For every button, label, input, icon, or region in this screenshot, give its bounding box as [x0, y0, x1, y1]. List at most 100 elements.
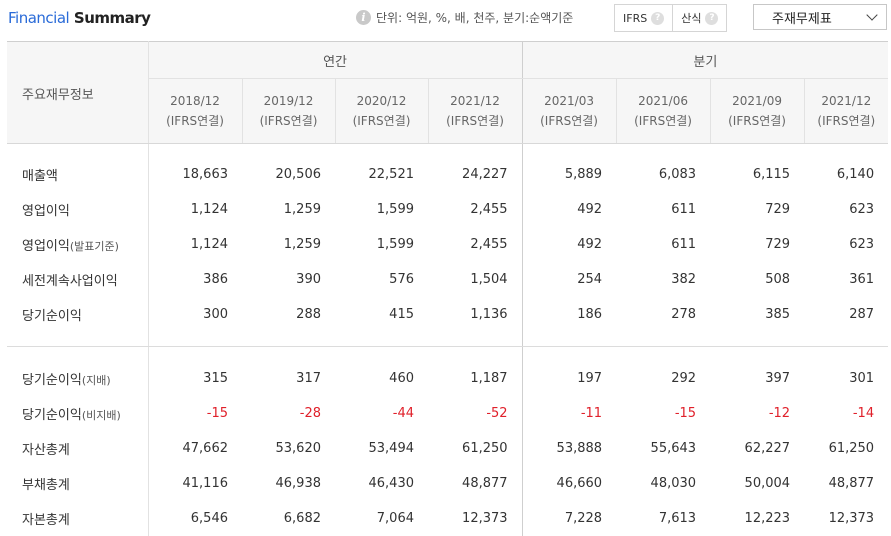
row-label-text: 당기순이익 — [22, 309, 82, 324]
page-title: Financial Summary — [8, 9, 151, 27]
table-cell: 386 — [203, 272, 228, 287]
table-cell: 46,430 — [368, 476, 415, 491]
column-header: 2021/09 (IFRS연결) — [709, 78, 805, 144]
table-cell: 62,227 — [744, 441, 791, 456]
table-cell: -12 — [768, 406, 791, 421]
row-label: 자산총계 — [7, 431, 149, 466]
table-cell: 61,250 — [828, 441, 875, 456]
row-label-text: 부채총계 — [22, 478, 70, 493]
table-cell: 6,115 — [752, 167, 791, 182]
column-basis: (IFRS연결) — [634, 114, 692, 128]
column-header: 2021/12 (IFRS연결) — [803, 78, 889, 144]
table-cell: 12,373 — [828, 511, 875, 526]
table-cell: 55,643 — [650, 441, 697, 456]
table-cell: -15 — [674, 406, 697, 421]
chevron-down-icon — [866, 9, 878, 21]
table-row: 당기순이익(지배) 315 317 460 1,187 197 292 397 301 — [7, 361, 888, 396]
table-cell: 61,250 — [462, 441, 508, 456]
table-cell: 50,004 — [744, 476, 791, 491]
column-header: 2018/12 (IFRS연결) — [148, 78, 242, 144]
column-basis: (IFRS연결) — [540, 114, 598, 128]
row-label-sub: (발표기준) — [69, 240, 119, 253]
table-cell: 492 — [521, 192, 617, 227]
table-cell: 287 — [849, 307, 875, 322]
row-label-text: 영업이익 — [22, 204, 70, 219]
table-cell: 6,083 — [658, 167, 697, 182]
table-cell: -28 — [299, 406, 321, 421]
row-label-text: 영업이익 — [22, 239, 70, 254]
column-period: 2021/03 — [544, 94, 594, 108]
basis-toggle: IFRS ? 산식 ? — [614, 4, 728, 32]
row-label-text: 자본총계 — [22, 513, 70, 528]
table-cell: 1,259 — [283, 237, 321, 252]
column-basis: (IFRS연결) — [728, 114, 786, 128]
row-label-sub: (지배) — [81, 374, 111, 387]
table-cell: -44 — [392, 406, 414, 421]
row-label-text: 당기순이익 — [22, 373, 82, 388]
table-cell: 20,506 — [275, 167, 322, 182]
table-row: 매출액 18,663 20,506 22,521 24,227 5,889 6,083 6,1… — [7, 157, 888, 192]
table-cell: 361 — [849, 272, 875, 287]
column-period: 2020/12 — [356, 94, 407, 108]
column-period: 2018/12 — [170, 94, 220, 108]
annual-group-header: 연간 — [148, 41, 523, 79]
table-cell: 397 — [765, 371, 791, 386]
title-summary: Summary — [73, 9, 151, 27]
table-cell: 46,660 — [521, 466, 617, 501]
info-icon[interactable]: i — [356, 10, 371, 25]
table-row: 당기순이익 300 288 415 1,136 186 278 385 287 — [7, 297, 888, 332]
ifrs-toggle-button[interactable]: IFRS ? — [615, 5, 672, 31]
row-label-sub: (비지배) — [81, 409, 121, 422]
table-cell: 12,373 — [462, 511, 508, 526]
table-cell: 48,030 — [650, 476, 697, 491]
column-period: 2021/06 — [638, 94, 688, 108]
formula-toggle-button[interactable]: 산식 ? — [672, 5, 726, 31]
table-cell: 278 — [671, 307, 697, 322]
unit-info: i 단위: 억원, %, 배, 천주, 분기:순액기준 — [356, 9, 573, 26]
row-label-text: 매출액 — [22, 169, 58, 184]
table-cell: 492 — [521, 227, 617, 262]
table-cell: 41,116 — [182, 476, 229, 491]
table-row: 부채총계 41,116 46,938 46,430 48,877 46,660 48,030… — [7, 466, 888, 501]
statement-select-value: 주재무제표 — [772, 11, 832, 27]
formula-label: 산식 — [681, 12, 702, 25]
table-cell: 18,663 — [182, 167, 229, 182]
table-cell: 6,546 — [190, 511, 228, 526]
row-label: 매출액 — [7, 157, 149, 192]
table-row: 영업이익 1,124 1,259 1,599 2,455 492 611 729 623 — [7, 192, 888, 227]
table-cell: 46,938 — [275, 476, 322, 491]
table-cell: -52 — [486, 406, 508, 421]
quarter-group-header: 분기 — [521, 41, 889, 79]
table-cell: 611 — [671, 237, 697, 252]
table-cell: 288 — [296, 307, 321, 322]
table-cell: 197 — [521, 361, 617, 396]
table-cell: 508 — [765, 272, 791, 287]
column-period: 2021/09 — [732, 94, 782, 108]
table-cell: 317 — [296, 371, 321, 386]
statement-select[interactable]: 주재무제표 — [753, 4, 887, 30]
table-cell: 301 — [849, 371, 875, 386]
table-cell: 186 — [521, 297, 617, 332]
table-cell: 2,455 — [470, 237, 508, 252]
table-cell: 576 — [389, 272, 414, 287]
row-label-text: 당기순이익 — [22, 408, 82, 423]
row-label: 부채총계 — [7, 466, 149, 501]
table-cell: 1,187 — [470, 371, 508, 386]
column-basis: (IFRS연결) — [446, 114, 504, 128]
title-financial: Financial — [8, 9, 70, 27]
table-cell: 22,521 — [368, 167, 415, 182]
table-cell: 53,494 — [368, 441, 415, 456]
table-row: 자산총계 47,662 53,620 53,494 61,250 53,888 55,643… — [7, 431, 888, 466]
table-cell: 7,228 — [521, 501, 617, 536]
row-label: 영업이익(발표기준) — [7, 227, 149, 262]
table-cell: 2,455 — [470, 202, 508, 217]
help-icon[interactable]: ? — [705, 11, 719, 25]
table-cell: 6,682 — [283, 511, 321, 526]
help-icon[interactable]: ? — [651, 11, 665, 25]
column-basis: (IFRS연결) — [352, 114, 411, 128]
table-cell: 1,136 — [470, 307, 508, 322]
ifrs-label: IFRS — [623, 11, 648, 25]
column-header: 2021/12 (IFRS연결) — [427, 78, 523, 144]
table-cell: 382 — [671, 272, 697, 287]
column-period: 2021/12 — [821, 94, 872, 108]
